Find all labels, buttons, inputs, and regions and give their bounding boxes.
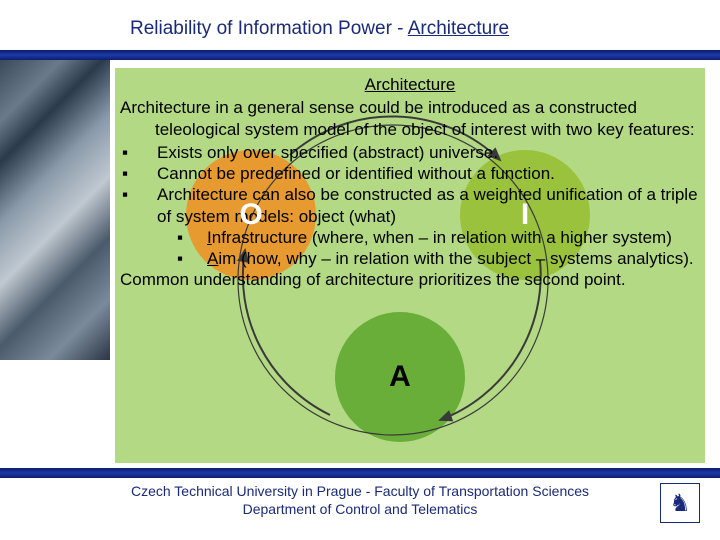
bullet-mark: ▪ (120, 142, 157, 163)
sub-bullet-1: ▪ Infrastructure (where, when – in relat… (120, 227, 700, 248)
footer: Czech Technical University in Prague - F… (0, 483, 720, 518)
bullet-mark: ▪ (120, 163, 157, 184)
sub-bullet-1-text: Infrastructure (where, when – in relatio… (207, 227, 700, 248)
circle-o-label: O (239, 198, 262, 232)
circle-a: A (335, 312, 465, 442)
bottom-divider-bar (0, 468, 720, 478)
footer-line-2: Department of Control and Telematics (0, 501, 720, 519)
bullet-2: ▪ Cannot be predefined or identified wit… (120, 163, 700, 184)
slide-title: Reliability of Information Power - Archi… (130, 18, 509, 40)
top-divider-bar (0, 50, 720, 60)
logo-glyph: ♞ (669, 489, 691, 518)
bullet-1-text: Exists only over specified (abstract) un… (157, 142, 700, 163)
sb2-underline: A (207, 249, 218, 268)
bullet-mark: ▪ (120, 184, 157, 227)
title-underlined: Architecture (408, 18, 509, 39)
circle-i-label: I (521, 198, 529, 232)
bullet-1: ▪ Exists only over specified (abstract) … (120, 142, 700, 163)
sb2-rest: im (how, why – in relation with the subj… (218, 249, 693, 268)
university-logo: ♞ (660, 483, 700, 523)
footer-line-1: Czech Technical University in Prague - F… (0, 483, 720, 501)
closing-paragraph: Common understanding of architecture pri… (120, 269, 700, 290)
sub-heading: Architecture (120, 74, 700, 95)
sub-bullet-2-text: Aim (how, why – in relation with the sub… (207, 248, 700, 269)
bullet-mark: ▪ (175, 227, 207, 248)
bullet-mark: ▪ (175, 248, 207, 269)
circle-a-label: A (389, 360, 411, 394)
side-photo (0, 60, 110, 360)
sub-bullet-2: ▪ Aim (how, why – in relation with the s… (120, 248, 700, 269)
bullet-2-text: Cannot be predefined or identified witho… (157, 163, 700, 184)
sb1-rest: nfrastructure (where, when – in relation… (212, 228, 672, 247)
intro-paragraph: Architecture in a general sense could be… (120, 97, 700, 140)
bullet-3: ▪ Architecture can also be constructed a… (120, 184, 700, 227)
title-prefix: Reliability of Information Power - (130, 18, 408, 39)
slide: Reliability of Information Power - Archi… (0, 0, 720, 540)
content-text: Architecture Architecture in a general s… (120, 74, 700, 293)
